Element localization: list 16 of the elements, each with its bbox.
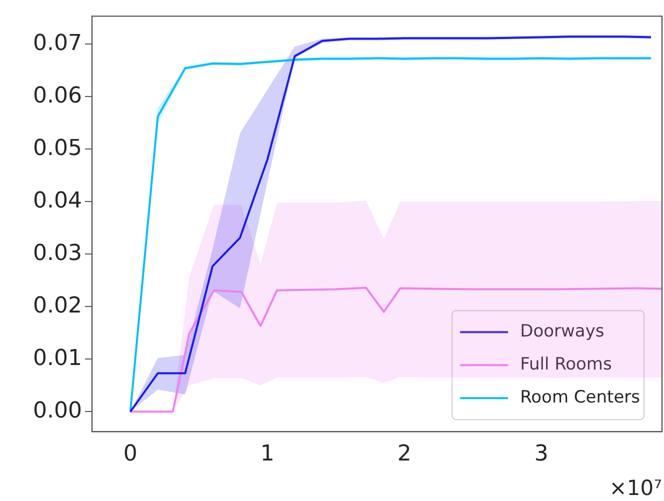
y-tick-label: 0.04 — [33, 188, 82, 214]
x-tick-label: 1 — [260, 442, 274, 467]
y-tick-label: 0.06 — [33, 83, 82, 108]
y-tick-label: 0.01 — [33, 346, 82, 371]
x-tick-label: 3 — [534, 442, 548, 467]
y-tick-label: 0.00 — [33, 398, 82, 424]
y-tick-label: 0.03 — [33, 240, 82, 266]
y-tick-label: 0.07 — [33, 30, 82, 56]
text: ×10⁷ — [609, 476, 662, 500]
legend-label: Room Centers — [520, 388, 640, 408]
legend-label: Full Rooms — [520, 354, 612, 375]
y-tick-label: 0.05 — [33, 136, 82, 161]
x-tick-label: 2 — [397, 442, 412, 467]
y-tick-label: 0.02 — [33, 293, 82, 318]
legend-label: Doorways — [520, 322, 604, 342]
x-tick-label: 0 — [123, 442, 138, 467]
